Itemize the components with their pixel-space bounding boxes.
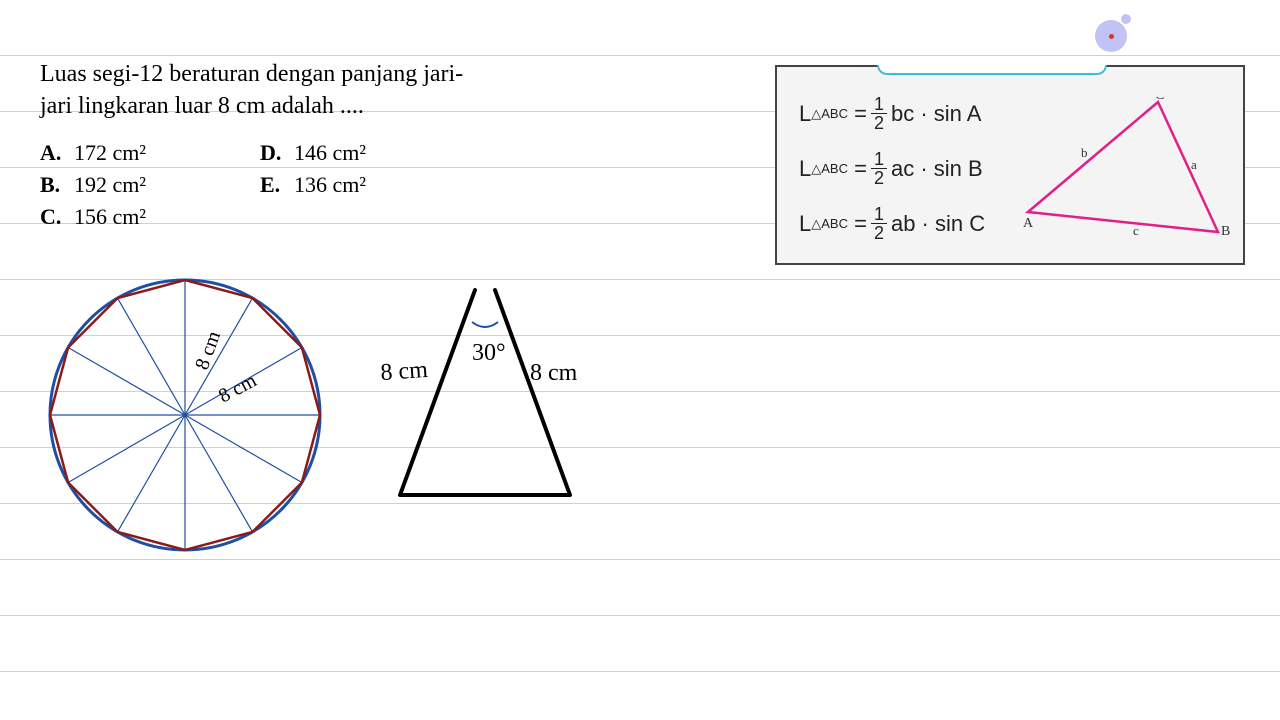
- option-d[interactable]: D.146 cm²: [260, 140, 366, 166]
- formula-tab: [877, 65, 1107, 75]
- svg-text:A: A: [1023, 216, 1034, 231]
- formula-reference-box: L△ABC = 12 bc · sin A L△ABC = 12 ac · si…: [775, 65, 1245, 265]
- left-side-label: 8 cm: [380, 357, 429, 386]
- radius-label-1: 8 cm: [191, 328, 225, 373]
- svg-text:b: b: [1081, 145, 1088, 160]
- option-c[interactable]: C.156 cm²: [40, 204, 260, 230]
- svg-text:c: c: [1133, 223, 1139, 238]
- question-line2: jari lingkaran luar 8 cm adalah ....: [40, 93, 364, 119]
- option-e[interactable]: E.136 cm²: [260, 172, 366, 198]
- svg-text:C: C: [1155, 97, 1164, 103]
- question-text: Luas segi-12 beraturan dengan panjang ja…: [40, 58, 560, 123]
- svg-text:B: B: [1221, 224, 1230, 239]
- reference-triangle-icon: A B C a b c: [1023, 97, 1233, 247]
- apex-angle-label: 30°: [472, 340, 506, 366]
- option-b[interactable]: B.192 cm²: [40, 172, 260, 198]
- svg-text:a: a: [1191, 157, 1197, 172]
- isoceles-triangle-diagram: 8 cm 30° 8 cm: [380, 280, 680, 525]
- dodecagon-diagram: 8 cm 8 cm: [40, 270, 330, 565]
- option-a[interactable]: A.172 cm²: [40, 140, 260, 166]
- question-line1: Luas segi-12 beraturan dengan panjang ja…: [40, 61, 463, 87]
- answer-options: A.172 cm² D.146 cm² B.192 cm² E.136 cm² …: [40, 140, 366, 236]
- right-side-label: 8 cm: [530, 360, 578, 386]
- cursor-indicator: [1095, 20, 1127, 52]
